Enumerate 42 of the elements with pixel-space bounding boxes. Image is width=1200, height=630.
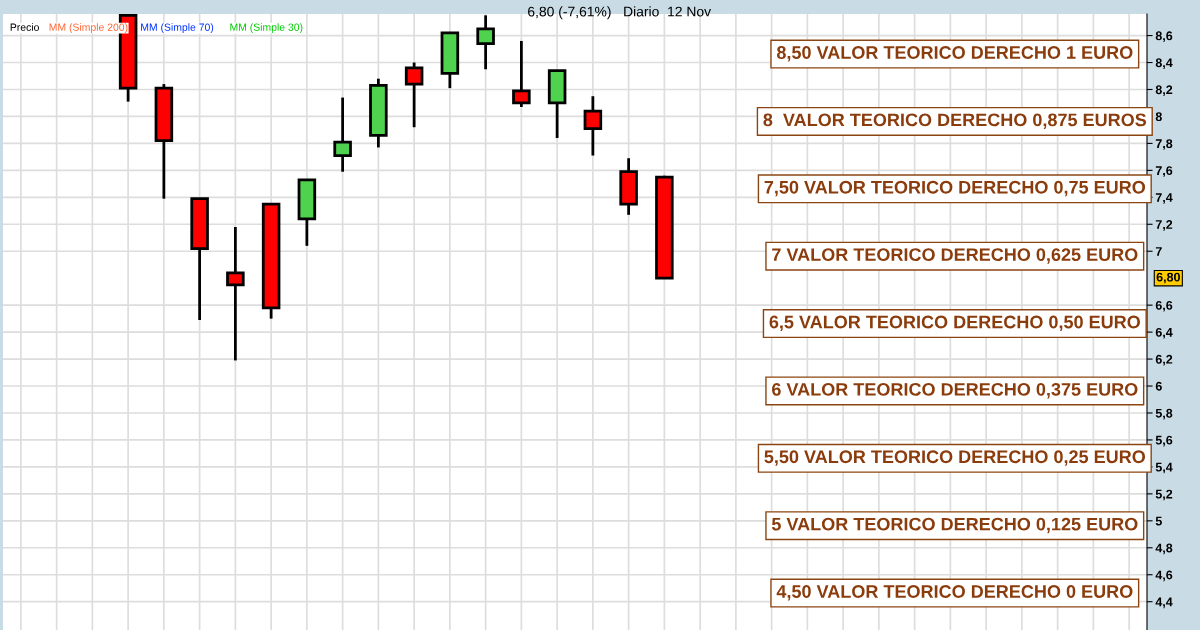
candlestick xyxy=(404,61,424,129)
y-tick-label: 4,6 xyxy=(1155,570,1173,582)
y-tick-label: 5,2 xyxy=(1155,489,1173,501)
annotation: 6,5 VALOR TEORICO DERECHO 0,50 EURO xyxy=(769,315,1140,331)
y-tick-label: 8,4 xyxy=(1155,58,1173,69)
y-tick-label: 7,6 xyxy=(1155,166,1173,177)
y-tick-label: 6,6 xyxy=(1155,300,1173,312)
annotation: Precio xyxy=(10,23,39,31)
annotation: MM (Simple 70) xyxy=(141,23,214,33)
y-tick-label: 5,8 xyxy=(1155,408,1173,420)
y-tick-label: 8,6 xyxy=(1155,31,1173,43)
candlestick xyxy=(583,94,603,157)
candlestick xyxy=(333,96,352,174)
y-tick-label: 4,4 xyxy=(1155,597,1173,609)
candlestick xyxy=(512,39,531,109)
annotation: 7,50 VALOR TEORICO DERECHO 0,75 EURO xyxy=(764,180,1146,197)
y-tick-label: 6 xyxy=(1155,381,1162,391)
y-tick-label: 7 xyxy=(1155,247,1162,256)
y-tick-label: 7,4 xyxy=(1155,193,1173,204)
annotation: 8,50 VALOR TEORICO DERECHO 1 EURO xyxy=(776,46,1133,62)
y-tick-label: 8,2 xyxy=(1155,85,1173,96)
chart-title: 6,80 (-7,61%) Diario 12 Nov xyxy=(528,6,712,20)
candlestick xyxy=(226,225,245,362)
annotation: 7 VALOR TEORICO DERECHO 0,625 EURO xyxy=(772,248,1138,264)
annotation: 5,50 VALOR TEORICO DERECHO 0,25 EURO xyxy=(764,450,1146,466)
y-tick-label: 6,4 xyxy=(1155,327,1173,339)
y-tick-label: 7,8 xyxy=(1155,139,1173,150)
annotation: 5 VALOR TEORICO DERECHO 0,125 EURO xyxy=(771,517,1138,534)
text: 6,80 xyxy=(1156,272,1180,284)
y-tick-label: 5,4 xyxy=(1155,462,1173,474)
annotation: MM (Simple 200) xyxy=(49,23,128,33)
annotation: 4,50 VALOR TEORICO DERECHO 0 EURO xyxy=(776,585,1133,601)
y-tick-label: 8 xyxy=(1155,112,1162,122)
y-tick-label: 6,2 xyxy=(1155,354,1173,366)
y-tick-label: 4,8 xyxy=(1155,543,1173,555)
y-tick-label: 7,2 xyxy=(1155,220,1173,231)
y-tick-label: 5 xyxy=(1155,516,1162,526)
annotation: 6 VALOR TEORICO DERECHO 0,375 EURO xyxy=(772,382,1138,399)
candlestick xyxy=(476,14,495,71)
annotation: MM (Simple 30) xyxy=(230,23,303,33)
annotation: 8 VALOR TEORICO DERECHO 0,875 EUROS xyxy=(763,113,1147,129)
y-tick-label: 5,6 xyxy=(1155,435,1173,447)
